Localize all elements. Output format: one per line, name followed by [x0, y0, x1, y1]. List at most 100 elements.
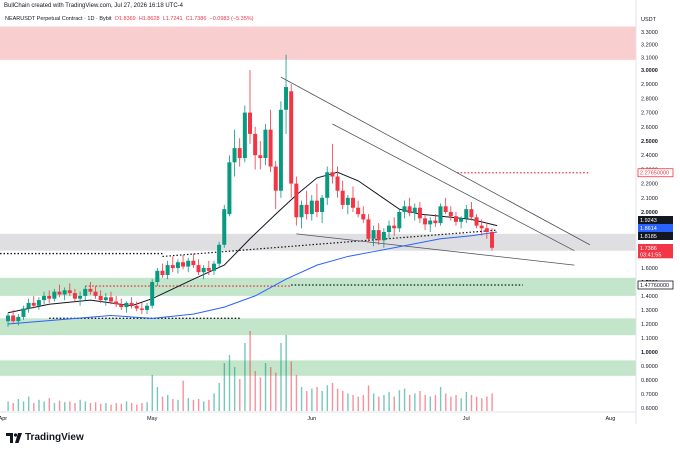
- candles-layer: [6, 54, 494, 327]
- y-tick-label: 1.6000: [641, 266, 658, 272]
- volume-bar: [460, 398, 462, 411]
- volume-bar: [208, 399, 210, 411]
- volume-bar: [414, 393, 416, 411]
- candle-body: [222, 209, 227, 245]
- candle-body: [278, 109, 283, 191]
- volume-bar: [74, 403, 76, 411]
- legend-change: −0.0983 (−5.35%): [209, 16, 254, 22]
- candle-body: [227, 162, 232, 215]
- candle-body: [119, 304, 124, 308]
- candle-body: [474, 217, 479, 226]
- volume-bar: [367, 385, 370, 411]
- candle-body: [160, 270, 165, 275]
- volume-bar: [439, 387, 442, 411]
- candle-body: [340, 190, 345, 205]
- candle-body: [273, 166, 278, 191]
- volume-bar: [470, 395, 473, 411]
- volume-bar: [311, 388, 313, 411]
- volume-bar: [223, 363, 226, 411]
- candle-body: [314, 200, 319, 212]
- volume-bar: [403, 388, 406, 411]
- volume-bar: [244, 343, 246, 411]
- volume-bar: [455, 395, 457, 411]
- volume-bar: [383, 395, 385, 411]
- candle-body: [134, 305, 139, 309]
- zone-supply: [0, 26, 636, 60]
- volume-bar: [486, 396, 488, 411]
- volume-bar: [79, 399, 81, 411]
- price-label-box: [638, 244, 673, 252]
- price-axis-layer: USDT 3.3000 3.2000 3.1000 3.0000 2.9000 2.8000…: [635, 0, 658, 424]
- volume-bar: [38, 399, 40, 411]
- volume-bar: [269, 367, 272, 411]
- volume-bar: [192, 399, 195, 411]
- zone-gray: [0, 233, 636, 251]
- volume-bar: [306, 391, 308, 411]
- volume-bar: [58, 400, 61, 411]
- volume-bar: [27, 396, 30, 411]
- volume-bar: [347, 393, 349, 411]
- volume-bar: [136, 404, 138, 411]
- candle-body: [83, 288, 88, 296]
- volume-bar: [110, 404, 112, 411]
- volume-bar: [177, 399, 179, 411]
- volume-bar: [233, 367, 236, 411]
- volume-bar: [197, 399, 200, 411]
- volume-bar: [481, 398, 483, 411]
- y-tick-label: 3.2000: [641, 43, 658, 49]
- candle-body: [175, 262, 180, 268]
- candle-body: [484, 228, 489, 232]
- candle-body: [428, 220, 433, 225]
- candle-body: [42, 295, 47, 301]
- candle-body: [289, 91, 294, 184]
- candle-body: [114, 301, 119, 305]
- candle-body: [67, 290, 72, 294]
- y-tick-label: 2.0000: [641, 210, 658, 216]
- candle-body: [376, 230, 381, 241]
- candle-body: [145, 305, 150, 310]
- candle-body: [78, 295, 83, 299]
- volume-bar: [378, 396, 380, 411]
- volume-bar: [84, 401, 87, 411]
- candle-body: [170, 265, 175, 268]
- y-tick-label: 2.7000: [641, 111, 658, 117]
- candle-body: [108, 297, 113, 302]
- volume-bar: [259, 377, 262, 411]
- legend-close: C1.7386: [185, 16, 207, 22]
- volume-bar: [357, 396, 359, 411]
- y-tick-label: 0.8000: [641, 378, 658, 384]
- candle-body: [31, 302, 36, 306]
- volume-bar: [105, 403, 107, 411]
- trendline-layer: [280, 76, 591, 266]
- price-label-text: 1.9243: [640, 218, 657, 224]
- y-tick-label: 3.0000: [641, 68, 658, 74]
- wedge-upper-line: [280, 76, 591, 246]
- price-label-text: 1.47760000: [640, 283, 669, 289]
- price-label-text: 1.8614: [640, 226, 657, 232]
- y-tick-label: 0.6000: [641, 406, 658, 412]
- volume-bar: [419, 391, 421, 411]
- price-label-box: [637, 168, 674, 178]
- y-tick-label: 2.2000: [641, 182, 658, 188]
- volume-bar: [94, 402, 97, 411]
- volume-layer: [7, 331, 493, 411]
- symbol-name: NEARUSDT Perpetual Contract · 1D · Bybit: [5, 16, 112, 22]
- candle-body: [237, 148, 242, 159]
- volume-bar: [239, 379, 241, 411]
- x-tick-label: Jun: [307, 416, 316, 422]
- candle-body: [211, 263, 216, 271]
- wedge-inner-line: [332, 123, 575, 252]
- tradingview-logo[interactable]: TradingView: [6, 432, 84, 443]
- candle-body: [258, 155, 263, 159]
- wedge-lower-line: [296, 233, 575, 266]
- volume-bar: [17, 399, 20, 411]
- volume-bar: [434, 395, 437, 411]
- candle-body: [206, 268, 211, 271]
- volume-bar: [120, 403, 123, 411]
- volume-bar: [336, 388, 339, 411]
- candle-body: [345, 197, 350, 205]
- candle-body: [299, 204, 304, 218]
- volume-bar: [321, 391, 323, 411]
- candle-body: [438, 206, 443, 224]
